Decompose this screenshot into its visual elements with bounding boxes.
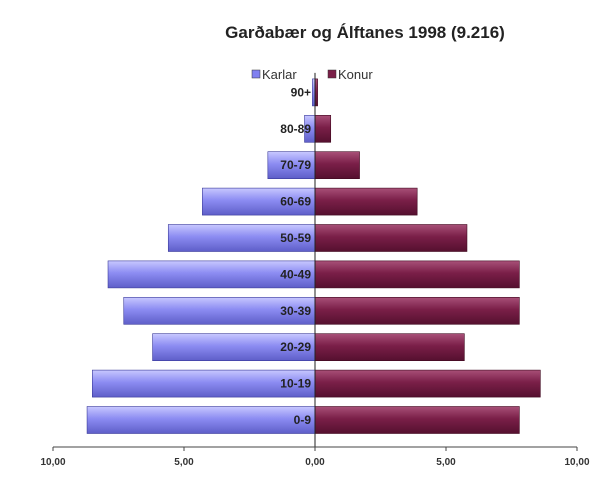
bar-konur-50-59 xyxy=(314,224,468,252)
bar-karlar-60-69 xyxy=(202,187,316,216)
bar-karlar-50-59 xyxy=(167,224,316,252)
bar-konur-40-49 xyxy=(314,260,520,289)
bar-konur-30-39 xyxy=(314,296,520,325)
x-tick-label: 5,00 xyxy=(174,457,194,468)
bar-konur-80-89 xyxy=(314,115,332,143)
bar-karlar-10-19 xyxy=(92,369,316,398)
legend-label-konur: Konur xyxy=(338,67,373,82)
x-axis: 10,00 5,00 0,00 5,00 10,00 xyxy=(40,446,590,468)
category-label-0-9: 0-9 xyxy=(294,413,312,427)
category-label-20-29: 20-29 xyxy=(280,340,311,354)
legend: Karlar Konur xyxy=(251,67,373,82)
bar-karlar-30-39 xyxy=(123,296,316,325)
bar-konur-70-79 xyxy=(314,151,360,179)
series-konur xyxy=(314,78,541,434)
category-label-80-89: 80-89 xyxy=(280,122,311,136)
x-tick-label: 0,00 xyxy=(305,457,325,468)
chart-title: Garðabær og Álftanes 1998 (9.216) xyxy=(225,23,505,42)
legend-swatch-konur xyxy=(327,69,337,79)
x-tick-label: 5,00 xyxy=(436,457,456,468)
category-label-10-19: 10-19 xyxy=(280,377,311,391)
category-label-60-69: 60-69 xyxy=(280,195,311,209)
x-tick-label: 10,00 xyxy=(40,457,65,468)
category-label-70-79: 70-79 xyxy=(280,158,311,172)
legend-swatch-karlar xyxy=(251,69,261,79)
category-label-90plus: 90+ xyxy=(291,85,311,99)
bar-konur-60-69 xyxy=(314,187,418,216)
bar-karlar-20-29 xyxy=(152,333,316,362)
legend-label-karlar: Karlar xyxy=(262,67,297,82)
bar-karlar-0-9 xyxy=(86,406,316,434)
bar-karlar-40-49 xyxy=(107,260,316,289)
series-karlar xyxy=(86,78,316,434)
bar-konur-0-9 xyxy=(314,406,520,434)
x-tick-label: 10,00 xyxy=(564,457,589,468)
category-label-30-39: 30-39 xyxy=(280,304,311,318)
category-label-50-59: 50-59 xyxy=(280,231,311,245)
bar-konur-20-29 xyxy=(314,333,465,362)
category-label-40-49: 40-49 xyxy=(280,267,311,281)
bar-konur-10-19 xyxy=(314,369,541,398)
bar-karlar-70-79 xyxy=(267,151,316,179)
category-labels: 0-9 10-19 20-29 30-39 40-49 50-59 60-69 70-79 80… xyxy=(280,85,311,427)
